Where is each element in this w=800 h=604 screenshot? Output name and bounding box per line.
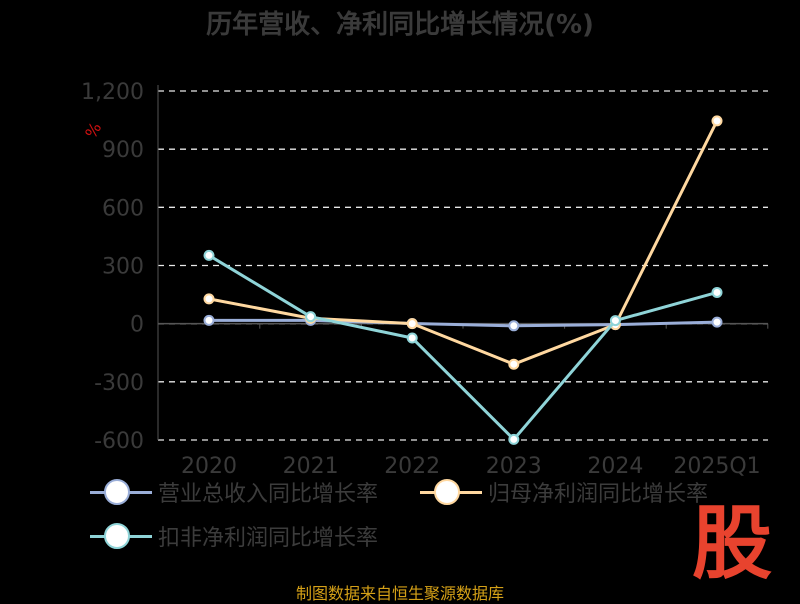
data-point[interactable] [406,318,418,330]
y-tick-label: 600 [102,196,144,221]
series-2 [203,115,723,370]
source-note: 制图数据来自恒生聚源数据库 [295,584,504,603]
x-tick-label: 2022 [384,454,440,479]
legend-label: 归母净利润同比增长率 [488,482,709,507]
legend-swatch-icon [90,523,152,549]
x-tick-label: 2024 [587,454,643,479]
data-point[interactable] [711,316,723,328]
data-point[interactable] [508,358,520,370]
logo: 股 [692,497,772,590]
legend-item[interactable]: 营业总收入同比增长率 [90,476,378,508]
legend-swatch-icon [90,479,152,505]
y-tick-label: 0 [130,313,144,338]
x-tick-label: 2021 [283,454,339,479]
data-point[interactable] [711,286,723,298]
data-point[interactable] [508,320,520,332]
data-point[interactable] [711,115,723,127]
y-tick-label: 1,200 [81,80,144,105]
series-line [209,318,718,328]
data-point[interactable] [406,332,418,344]
series-3 [203,249,723,445]
axes: -600 -300 0 300 600 900 1,200 2020 2021 2022 2023 2… [81,80,769,479]
data-point[interactable] [609,315,621,327]
y-tick-label: -600 [94,429,144,454]
legend-swatch-icon [420,479,482,505]
legend-item[interactable]: 归母净利润同比增长率 [420,476,708,508]
data-point[interactable] [508,433,520,445]
x-tick-label: 2023 [486,454,542,479]
series [203,115,723,445]
y-tick-label: -300 [94,371,144,396]
data-point[interactable] [203,293,215,305]
x-tick-label: 2025Q1 [673,454,760,479]
y-tick-label: 900 [102,138,144,163]
y-tick-label: 300 [102,255,144,280]
legend-item[interactable]: 扣非净利润同比增长率 [90,520,378,552]
legend-label: 营业总收入同比增长率 [158,482,379,507]
series-line [208,254,718,441]
legend-label: 扣非净利润同比增长率 [158,526,379,551]
x-tick-label: 2020 [181,454,237,479]
series-line [208,120,719,366]
chart-title: 历年营收、净利同比增长情况(%) [206,10,594,40]
data-point[interactable] [305,311,317,323]
data-point[interactable] [203,249,215,261]
data-point[interactable] [203,314,215,326]
